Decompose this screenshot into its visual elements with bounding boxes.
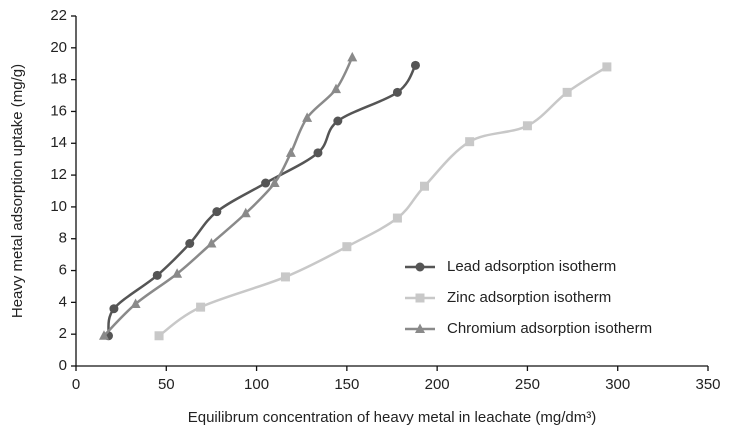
marker — [415, 293, 425, 303]
y-tick-label: 6 — [59, 262, 67, 279]
marker — [602, 62, 612, 72]
marker — [415, 323, 425, 333]
x-tick-label: 200 — [425, 376, 450, 393]
marker — [562, 87, 572, 97]
marker — [333, 116, 343, 126]
marker — [154, 331, 164, 341]
marker — [280, 272, 290, 282]
y-tick-label: 12 — [50, 166, 67, 183]
series-line — [158, 65, 608, 337]
marker — [269, 177, 280, 188]
marker — [206, 238, 217, 248]
y-tick-label: 18 — [50, 71, 67, 88]
marker — [410, 60, 420, 70]
marker — [240, 207, 251, 218]
marker — [261, 178, 271, 188]
marker — [172, 268, 183, 278]
x-tick-label: 0 — [72, 376, 80, 393]
series-line — [107, 64, 417, 337]
x-tick-label: 250 — [515, 376, 540, 393]
y-axis-title: Heavy metal adsorption uptake (mg/g) — [9, 64, 26, 318]
marker — [342, 242, 352, 252]
y-tick-label: 14 — [50, 134, 67, 151]
x-tick-label: 350 — [695, 376, 720, 393]
marker — [212, 207, 222, 217]
x-tick-label: 150 — [334, 376, 359, 393]
series-line — [103, 56, 354, 337]
marker — [285, 147, 296, 157]
legend-label: Chromium adsorption isotherm — [447, 320, 652, 337]
legend-label: Lead adsorption isotherm — [447, 258, 616, 275]
x-tick-label: 50 — [158, 376, 175, 393]
marker — [465, 137, 475, 147]
x-axis-title: Equilibrum concentration of heavy metal … — [188, 409, 597, 426]
marker — [415, 262, 425, 272]
y-tick-label: 20 — [50, 39, 67, 56]
y-tick-label: 0 — [59, 357, 67, 374]
marker — [522, 121, 532, 131]
marker — [98, 330, 109, 340]
marker — [347, 51, 358, 62]
y-tick-label: 22 — [50, 7, 67, 24]
marker — [302, 112, 313, 122]
marker — [392, 213, 402, 223]
y-tick-label: 10 — [50, 198, 67, 215]
marker — [420, 181, 430, 191]
marker — [130, 298, 141, 308]
y-tick-label: 4 — [59, 293, 67, 310]
y-tick-label: 16 — [50, 102, 67, 119]
marker — [392, 87, 402, 97]
legend-label: Zinc adsorption isotherm — [447, 289, 611, 306]
marker — [313, 148, 323, 158]
y-tick-label: 8 — [59, 230, 67, 247]
marker — [331, 83, 342, 94]
x-tick-label: 100 — [244, 376, 269, 393]
x-tick-label: 300 — [605, 376, 630, 393]
marker — [152, 270, 162, 280]
marker — [196, 302, 206, 312]
marker — [109, 304, 119, 314]
marker — [185, 239, 195, 248]
y-tick-label: 2 — [59, 325, 67, 342]
